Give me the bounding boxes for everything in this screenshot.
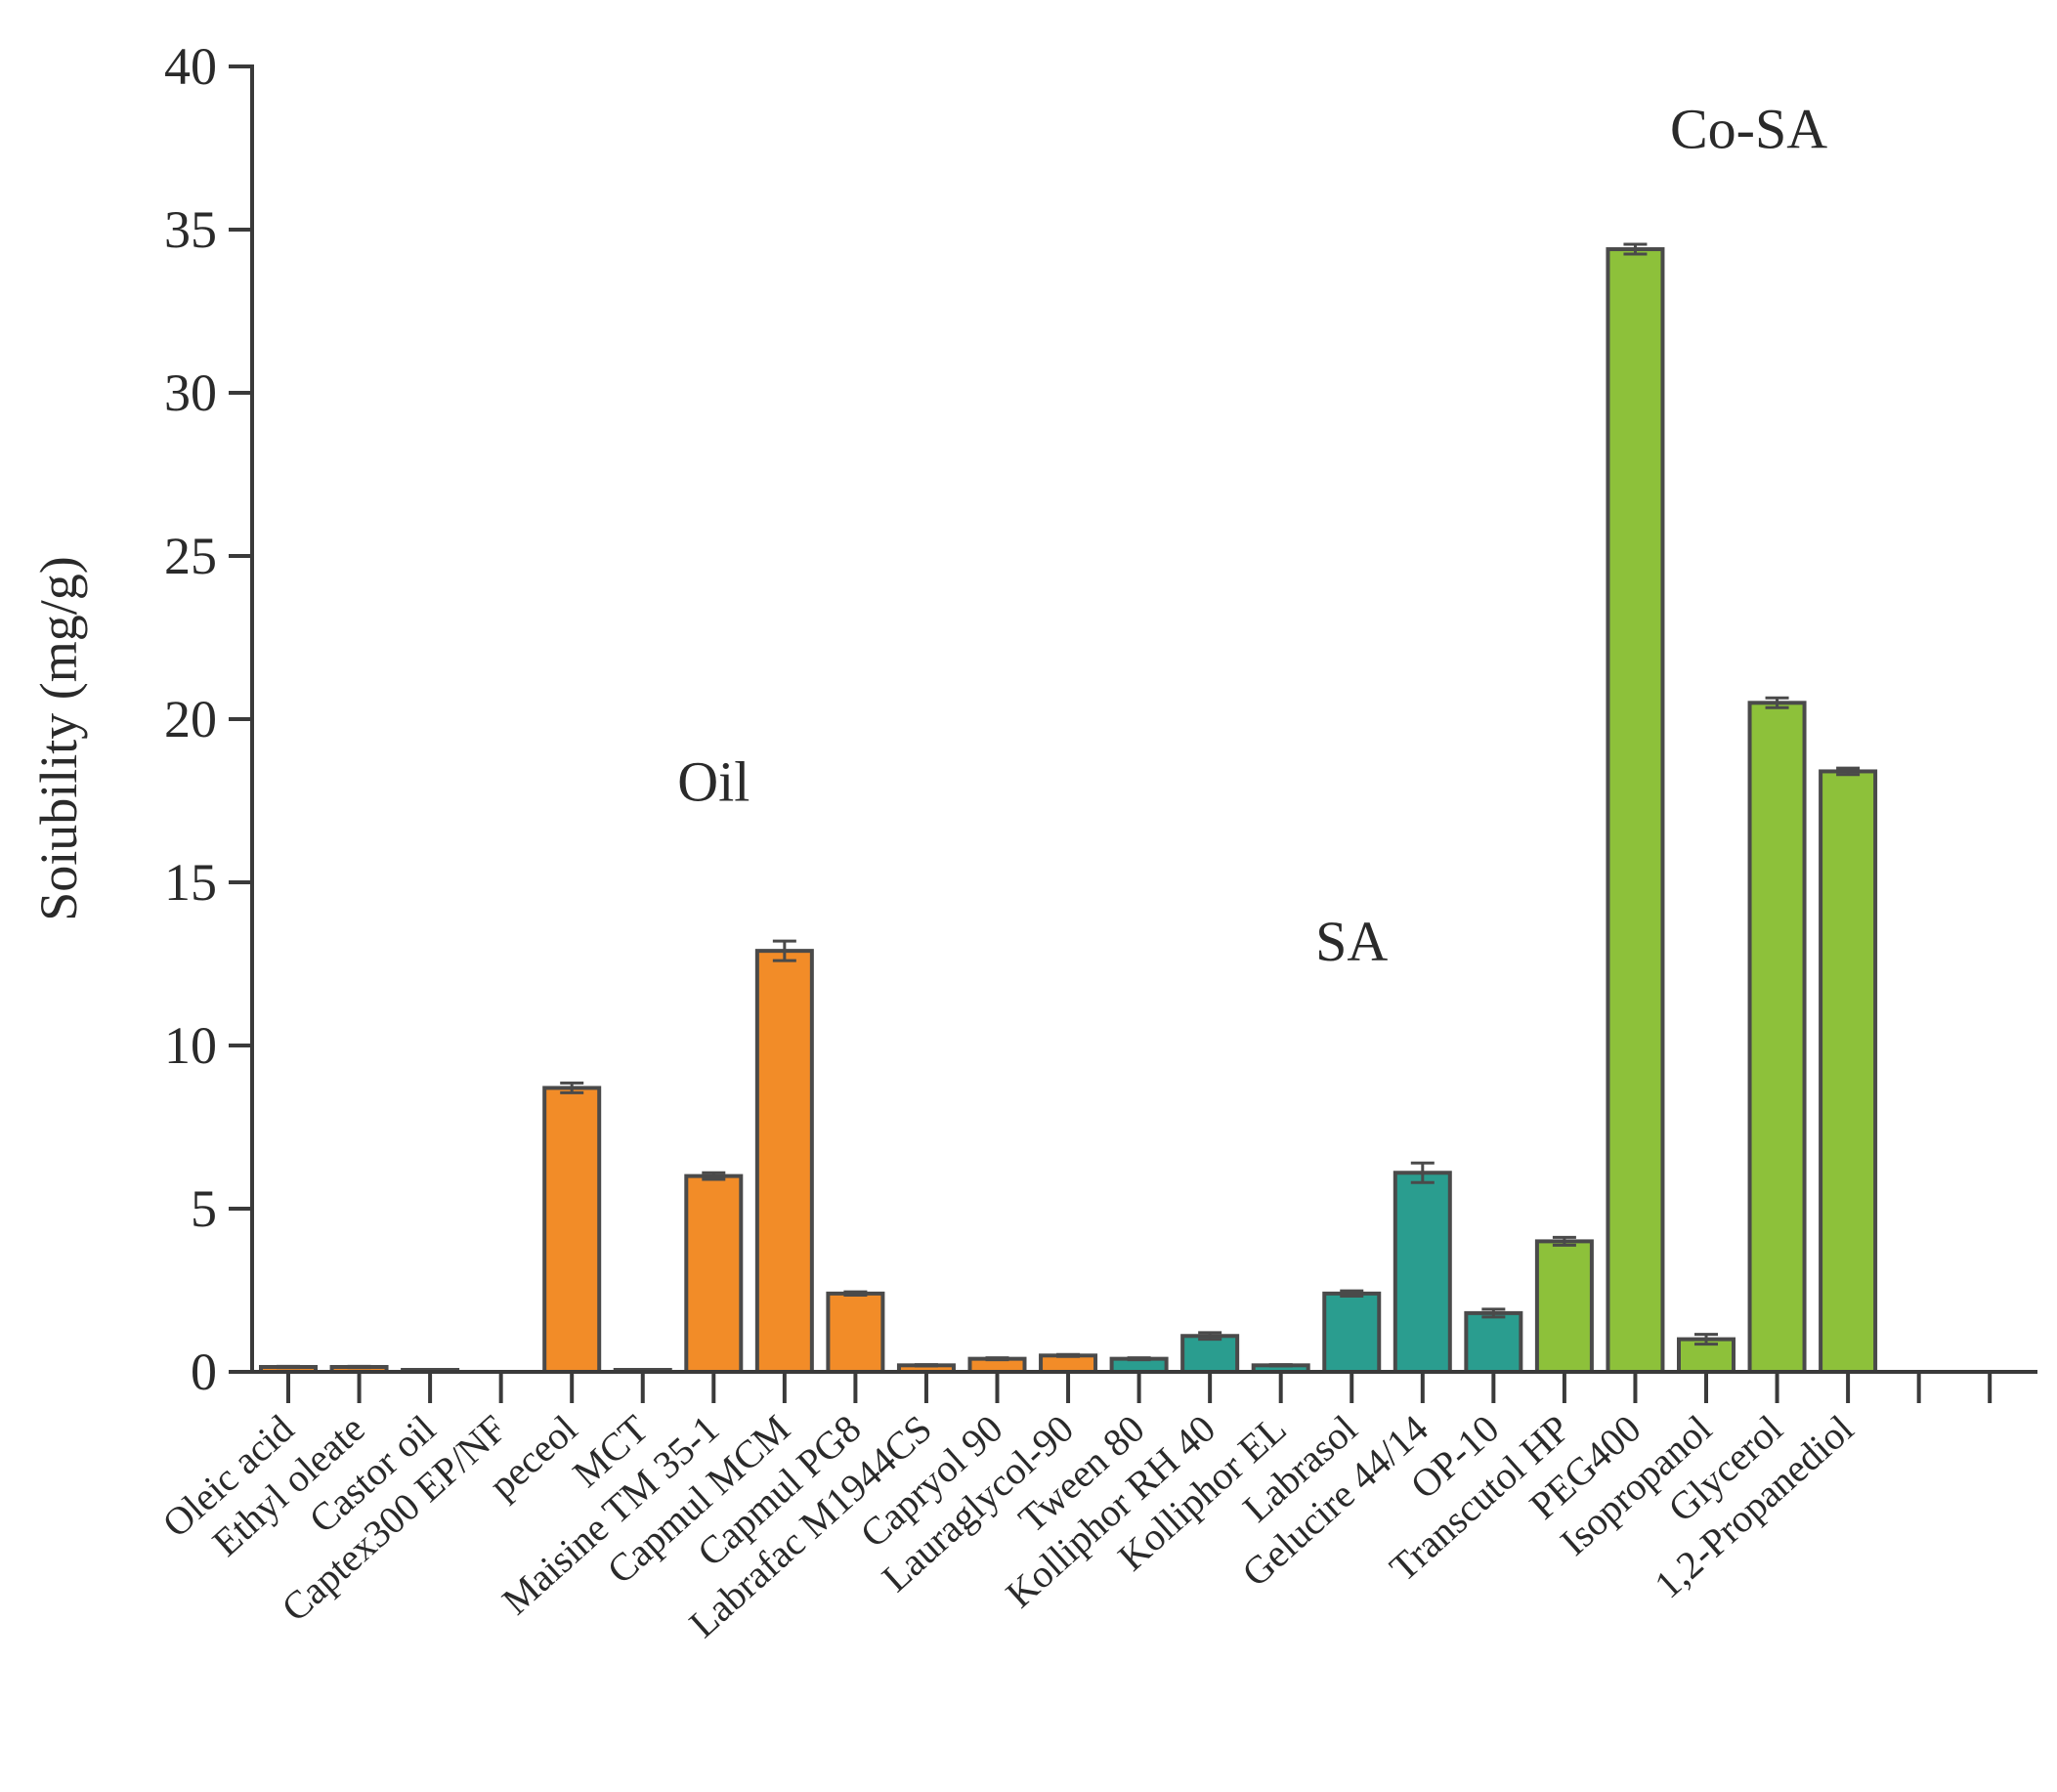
bar-peceol [542,1086,602,1375]
annotation-sa: SA [1315,910,1388,973]
error-bar [277,1364,300,1370]
group-annotations: Oil SA Co-SA [677,98,1827,974]
bar-glycerol [1747,701,1807,1374]
bar-labrasol [1322,1291,1382,1374]
error-bar [1481,1307,1506,1319]
error-bar [1340,1289,1364,1299]
y-tick-label: 40 [164,37,217,96]
y-tick-label: 25 [164,527,217,585]
y-tick-label: 20 [164,690,217,748]
annotation-co-sa: Co-SA [1670,98,1827,161]
error-bar [1410,1161,1435,1184]
error-bar [914,1363,938,1368]
bar-capmul-mcm [754,949,814,1374]
error-bar [772,939,796,962]
annotation-oil: Oil [677,750,750,814]
bar-1-2-propanediol [1819,769,1878,1374]
error-bar [1056,1352,1081,1358]
error-bar [843,1290,868,1298]
bar-peg400 [1606,247,1665,1374]
y-tick-label: 10 [164,1016,217,1075]
error-bar [1836,766,1861,777]
bar-op-10 [1464,1310,1523,1375]
error-bar [985,1356,1009,1362]
bar-transcutol-hp [1534,1239,1594,1375]
y-axis-label: Soiubility (mg/g) [29,556,88,921]
bars-layer [259,247,1878,1375]
y-tick-label: 0 [191,1343,217,1401]
error-bar [1268,1363,1293,1368]
bar-kolliphor-rh-40 [1180,1334,1240,1375]
error-bar [1552,1235,1576,1247]
error-bar [347,1364,371,1370]
error-bar [1623,242,1648,256]
y-tick-label: 30 [164,363,217,422]
error-bar [1198,1331,1222,1342]
error-bar [560,1081,584,1094]
bar-gelucire-44-14 [1393,1171,1452,1375]
error-bar [1694,1333,1718,1346]
y-tick-label: 15 [164,853,217,912]
y-tick-label: 35 [164,200,217,259]
bar-capmul-pg8 [826,1291,885,1374]
error-bar [1765,696,1789,709]
bar-maisine-tm-35-1 [684,1173,744,1374]
y-tick-label: 5 [191,1179,217,1238]
y-ticks: 0 5 10 15 20 25 30 35 40 [164,37,252,1401]
error-bar [702,1171,726,1181]
error-bar [1127,1356,1151,1362]
bar-lauraglycol-90 [1039,1353,1098,1375]
